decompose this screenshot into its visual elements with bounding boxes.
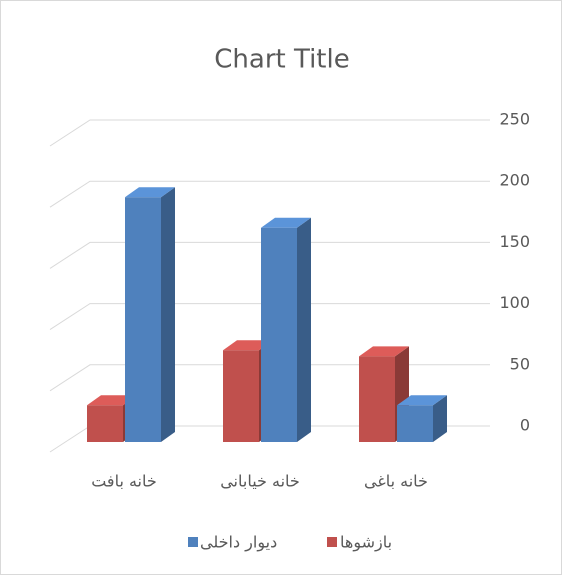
y-tick-label: 150 xyxy=(499,232,530,251)
chart-title: Chart Title xyxy=(214,45,349,75)
y-tick-label: 0 xyxy=(520,416,530,435)
legend-label: بازشوها xyxy=(340,533,392,553)
bar-front xyxy=(223,350,259,442)
bar-side xyxy=(161,187,175,442)
bar-front xyxy=(125,197,161,442)
y-tick-label: 250 xyxy=(499,110,530,129)
y-tick-label: 200 xyxy=(499,171,530,190)
bar-front xyxy=(397,405,433,442)
bar-side xyxy=(297,218,311,442)
legend-swatch xyxy=(327,537,337,547)
y-tick-label: 50 xyxy=(510,354,530,373)
bar-front xyxy=(359,356,395,442)
x-tick-label: خانه باغی xyxy=(364,472,428,491)
legend-label: دیوار داخلی xyxy=(200,533,277,553)
y-tick-label: 100 xyxy=(499,293,530,312)
x-tick-label: خانه خیابانی xyxy=(220,472,300,491)
bar xyxy=(397,395,447,442)
bar xyxy=(125,187,175,442)
x-tick-label: خانه بافت xyxy=(91,472,157,491)
bar xyxy=(261,218,311,442)
chart: Chart Title 0 50 100 150 200 250 خانه بافت خانه… xyxy=(0,0,562,575)
legend-swatch xyxy=(188,537,198,547)
bar-front xyxy=(87,405,123,442)
bar-front xyxy=(261,228,297,442)
